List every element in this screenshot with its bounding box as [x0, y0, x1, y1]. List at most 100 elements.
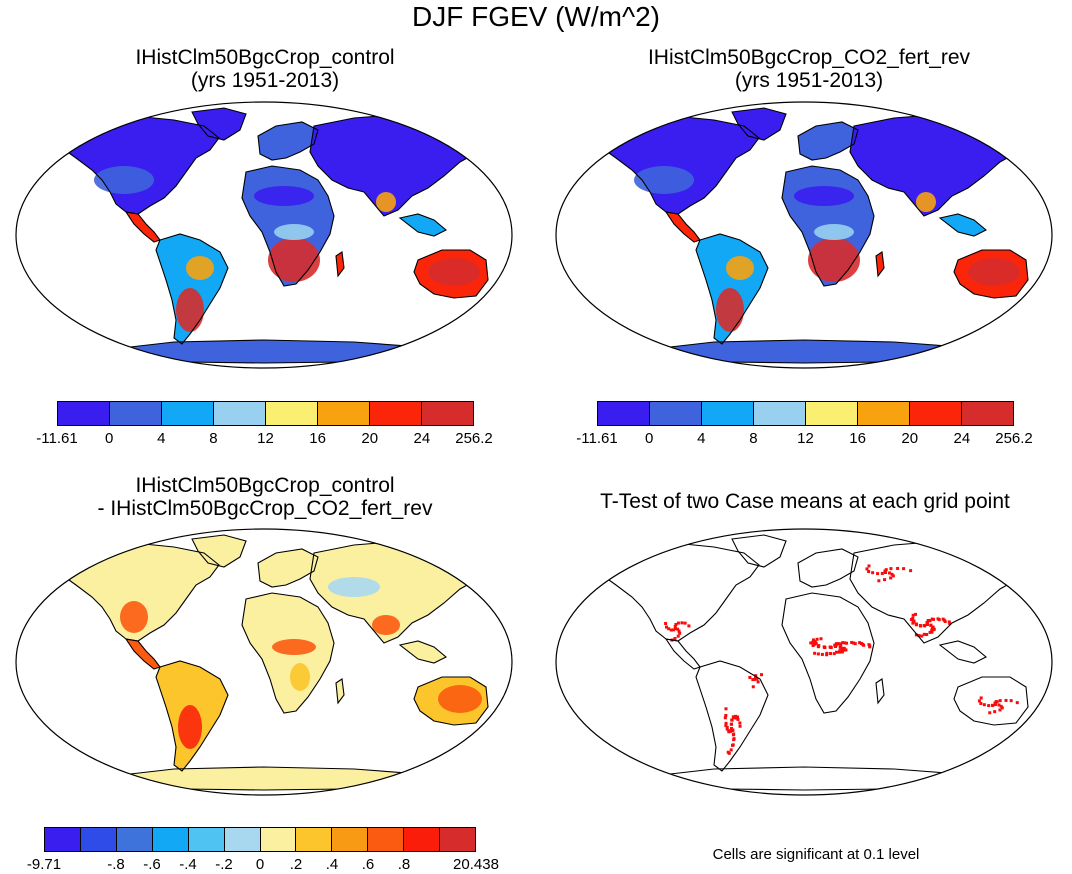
significant-cell [838, 645, 842, 649]
coastline-australia [953, 249, 1029, 299]
panel-2-title: IHistClm50BgcCrop_CO2_fert_rev (yrs 1951… [558, 46, 1060, 92]
colorbar-tick-label: 12 [797, 430, 814, 447]
significant-cell [842, 648, 846, 652]
significant-cell [725, 725, 729, 729]
significant-cell [724, 721, 728, 725]
colorbar-tick-label: 8 [209, 430, 218, 447]
significant-cell [920, 634, 924, 638]
significant-cell [998, 699, 1002, 703]
significant-cell [998, 708, 1002, 712]
significant-cell [889, 567, 893, 571]
significance-note: Cells are significant at 0.1 level [712, 846, 920, 863]
field-patch [716, 288, 744, 332]
field-patch [808, 238, 860, 282]
colorbar-tick-label: 24 [413, 430, 431, 447]
coastline-southAmerica [695, 660, 769, 772]
significant-cell [723, 716, 727, 720]
panel-2-title-line1: IHistClm50BgcCrop_CO2_fert_rev [647, 46, 971, 69]
colorbar-tick-label: 20 [901, 430, 919, 447]
significant-cell [917, 634, 921, 638]
land-greenland [192, 108, 246, 140]
significant-cell [731, 733, 735, 737]
panel-3-title-line2: - IHistClm50BgcCrop_CO2_fert_rev [97, 497, 433, 520]
significant-cell [748, 676, 752, 680]
colorbar-swatch [754, 402, 806, 425]
coastline-europe [797, 548, 859, 588]
colorbar-tick-label: -9.71 [26, 856, 62, 873]
coastline-asia [849, 540, 1033, 644]
colorbar-tick-label: 20.438 [453, 856, 499, 873]
significant-cell [852, 641, 856, 645]
significant-cell [918, 624, 922, 628]
significant-cell [732, 716, 736, 720]
significant-cell [817, 644, 821, 648]
significant-cell [867, 564, 871, 568]
coastline-europe [257, 548, 319, 588]
coastline-africa [241, 165, 335, 287]
significant-cell [914, 633, 918, 637]
field-patch [968, 258, 1020, 286]
significant-cell [990, 703, 994, 707]
field-patch [120, 601, 148, 633]
coastline-seasia [938, 213, 987, 237]
colorbar-swatch [332, 828, 369, 851]
significant-cell [888, 571, 892, 575]
coastline-northAmerica [593, 115, 760, 215]
significant-cell [914, 612, 918, 616]
coastline-greenland [731, 534, 787, 568]
significant-cell [724, 707, 728, 711]
colorbar-tick-label: 0 [255, 856, 265, 873]
colorbar-tick-label: 256.2 [995, 430, 1033, 447]
colorbar-swatch [962, 402, 1013, 425]
significant-cell [997, 703, 1001, 707]
significant-cell [669, 628, 673, 632]
field-patch [186, 256, 214, 280]
coastline-africa [781, 165, 875, 287]
colorbar-tick-label: .4 [325, 856, 339, 873]
land-antarctica [644, 340, 974, 363]
significant-cell [730, 722, 733, 726]
colorbar-swatch [296, 828, 333, 851]
land-greenland [192, 535, 246, 567]
colorbar-swatch [58, 402, 110, 425]
significant-cell [828, 645, 832, 649]
land-greenland [732, 108, 786, 140]
significant-cell [673, 636, 677, 640]
map-border [555, 528, 1053, 796]
colorbar-swatch [214, 402, 266, 425]
field-patch [290, 663, 310, 691]
significant-cell [736, 717, 740, 721]
colorbar-swatch [260, 828, 297, 851]
field-patch [254, 186, 314, 206]
colorbar-tick-label: 16 [849, 430, 866, 447]
significant-cell [884, 571, 887, 574]
significant-cell [829, 652, 833, 656]
significant-cell [912, 619, 916, 623]
significant-cell [922, 623, 926, 627]
land-northAmerica [54, 116, 219, 214]
colorbar-swatch [45, 828, 81, 851]
colorbar-tick-label: .2 [289, 856, 303, 873]
land-northAmerica [54, 543, 219, 641]
significant-cell [988, 711, 992, 715]
colorbar-swatch [224, 828, 261, 851]
field-patch [438, 685, 482, 713]
colorbar-swatch [162, 402, 214, 425]
field-patch [94, 166, 154, 194]
significant-cell [751, 685, 755, 689]
significant-cell [877, 579, 881, 583]
significant-cell [738, 721, 742, 725]
land-northAmerica [594, 116, 759, 214]
significant-cell [667, 627, 671, 631]
significant-cell [843, 641, 847, 645]
land-antarctica [104, 767, 434, 790]
significant-cell [995, 700, 999, 704]
significant-cell [845, 641, 849, 645]
panel-1-title: IHistClm50BgcCrop_control (yrs 1951-2013… [20, 46, 510, 92]
field-patch [268, 238, 320, 282]
significant-cell [820, 652, 824, 656]
significant-cell [676, 621, 680, 625]
significant-cell [724, 713, 728, 717]
map-difference [15, 528, 513, 796]
colorbar-tick-label: 8 [749, 430, 758, 447]
